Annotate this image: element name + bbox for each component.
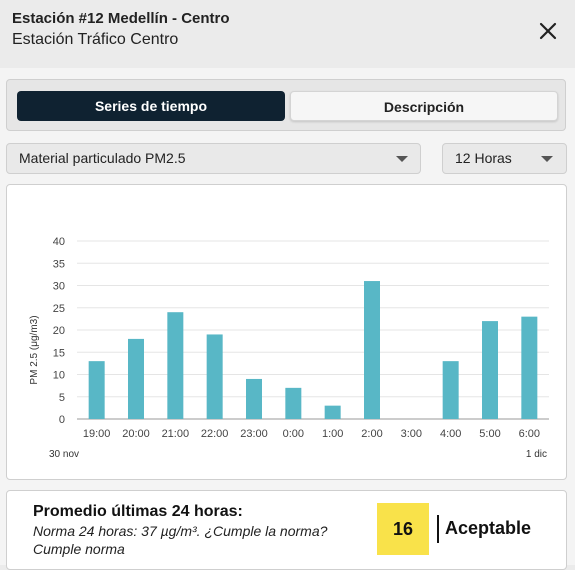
bar — [442, 361, 459, 419]
summary-card: Promedio últimas 24 horas: Norma 24 hora… — [6, 490, 567, 570]
y-tick-label: 5 — [59, 392, 65, 404]
x-tick-label: 0:00 — [283, 428, 304, 440]
bar — [482, 321, 498, 419]
y-tick-label: 0 — [59, 414, 65, 426]
y-tick-label: 35 — [53, 258, 65, 270]
divider — [437, 515, 439, 543]
y-tick-label: 25 — [53, 303, 65, 315]
y-tick-label: 15 — [53, 347, 65, 359]
bar — [167, 312, 184, 419]
x-tick-label: 2:00 — [361, 428, 382, 440]
bar — [128, 338, 144, 419]
tab-series-de-tiempo[interactable]: Series de tiempo — [17, 91, 285, 121]
y-tick-label: 20 — [53, 325, 65, 337]
y-tick-label: 10 — [53, 370, 65, 382]
pollutant-select[interactable]: Material particulado PM2.5 — [6, 143, 421, 174]
bar — [285, 387, 302, 419]
y-tick-label: 40 — [53, 236, 65, 248]
y-tick-label: 30 — [53, 281, 65, 293]
compliance-text: Cumple norma — [33, 541, 125, 557]
bar — [206, 334, 223, 419]
bar — [364, 281, 380, 419]
x-tick-label: 19:00 — [83, 428, 111, 440]
hours-select-value: 12 Horas — [455, 150, 512, 166]
x-tick-label: 23:00 — [240, 428, 268, 440]
station-title: Estación #12 Medellín - Centro — [12, 10, 230, 27]
tab-descripcion[interactable]: Descripción — [290, 91, 558, 121]
x-tick-label: 6:00 — [519, 428, 540, 440]
bar — [246, 378, 262, 419]
close-icon[interactable] — [535, 18, 561, 44]
pm25-bar-chart: 0 5 10 15 20 25 30 35 40 19:00 20:00 21:00 22:00 23:0… — [29, 236, 549, 460]
tab-bar: Series de tiempo Descripción — [6, 79, 566, 131]
y-axis-label: PM 2.5 (μg/m3) — [29, 315, 40, 384]
pollutant-select-value: Material particulado PM2.5 — [19, 150, 186, 166]
x-tick-label: 3:00 — [401, 428, 422, 440]
air-quality-category: Aceptable — [445, 518, 532, 538]
station-subtitle: Estación Tráfico Centro — [12, 31, 179, 48]
x-tick-label: 4:00 — [440, 428, 461, 440]
header: Estación #12 Medellín - Centro Estación … — [0, 0, 575, 68]
bar — [521, 316, 538, 419]
x-tick-label: 21:00 — [162, 428, 190, 440]
chevron-down-icon — [541, 156, 553, 162]
hours-select[interactable]: 12 Horas — [442, 143, 567, 174]
date-end-label: 1 dic — [526, 449, 547, 460]
chart-card: 0 5 10 15 20 25 30 35 40 19:00 20:00 21:00 22:00 23:0… — [6, 184, 567, 480]
bar — [324, 405, 341, 419]
average-value-badge: 16 — [377, 503, 429, 555]
x-tick-label: 20:00 — [122, 428, 150, 440]
chevron-down-icon — [396, 156, 408, 162]
x-tick-label: 22:00 — [201, 428, 229, 440]
x-tick-label: 1:00 — [322, 428, 343, 440]
bar — [88, 361, 105, 419]
norm-text: Norma 24 horas: 37 µg/m³. ¿Cumple la nor… — [33, 523, 328, 539]
x-tick-label: 5:00 — [479, 428, 500, 440]
date-start-label: 30 nov — [49, 449, 79, 460]
summary-title: Promedio últimas 24 horas: — [33, 503, 243, 520]
